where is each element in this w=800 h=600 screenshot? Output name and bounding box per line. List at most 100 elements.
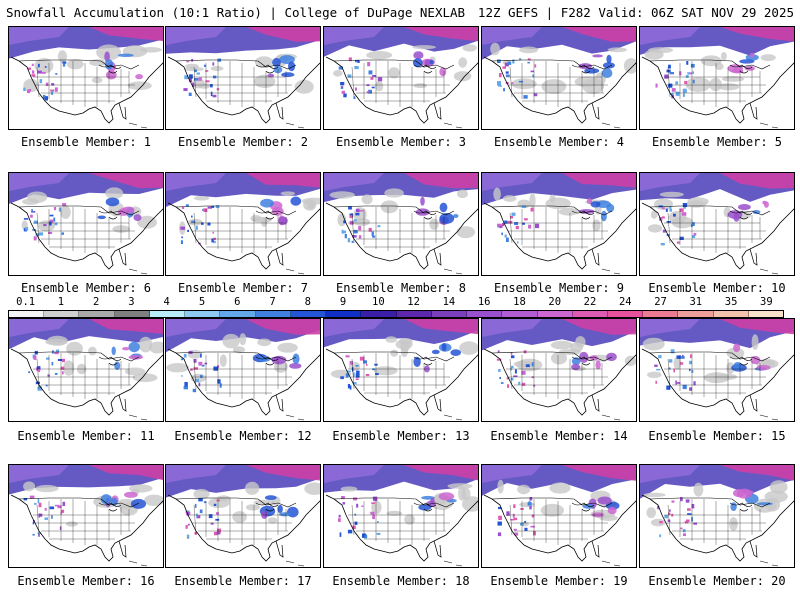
ensemble-member-label: Ensemble Member: 16 bbox=[17, 574, 155, 588]
colorbar-segment bbox=[220, 311, 256, 317]
colorbar-tick-label: 2 bbox=[93, 296, 100, 308]
colorbar-segment bbox=[79, 311, 115, 317]
colorbar-tick-label: 7 bbox=[269, 296, 276, 308]
colorbar-tick-label: 35 bbox=[724, 296, 738, 308]
colorbar-segment bbox=[185, 311, 221, 317]
map-panel bbox=[323, 464, 479, 568]
ensemble-member-label: Ensemble Member: 11 bbox=[17, 429, 155, 443]
map-panel bbox=[639, 26, 795, 130]
colorbar-tick-label: 14 bbox=[442, 296, 456, 308]
ensemble-member-label: Ensemble Member: 1 bbox=[20, 135, 152, 149]
snowfall-map bbox=[166, 319, 320, 421]
map-panel bbox=[481, 318, 637, 422]
colorbar-segment bbox=[467, 311, 503, 317]
colorbar-segment bbox=[572, 311, 608, 317]
header: Snowfall Accumulation (10:1 Ratio) | Col… bbox=[0, 0, 800, 24]
map-panel bbox=[8, 464, 164, 568]
colorbar-ticks: 0.1 1 2 3 4 5 6 7 8 9 10 12 14 16 18 20 22 24 27 31 35 39 bbox=[8, 296, 784, 310]
colorbar-segment bbox=[678, 311, 714, 317]
colorbar-segment bbox=[290, 311, 327, 317]
snowfall-map bbox=[640, 319, 794, 421]
map-panel bbox=[481, 172, 637, 276]
colorbar-tick-label: 4 bbox=[163, 296, 170, 308]
ensemble-member-label: Ensemble Member: 15 bbox=[648, 429, 786, 443]
snowfall-map bbox=[324, 173, 478, 275]
map-panel bbox=[481, 26, 637, 130]
colorbar-tick-label: 20 bbox=[548, 296, 562, 308]
map-panel bbox=[8, 172, 164, 276]
colorbar-segment bbox=[326, 311, 362, 317]
colorbar-segment bbox=[44, 311, 80, 317]
ensemble-member-label: Ensemble Member: 20 bbox=[648, 574, 786, 588]
map-panel bbox=[323, 26, 479, 130]
colorbar-segment bbox=[537, 311, 573, 317]
map-panel bbox=[8, 26, 164, 130]
snowfall-map bbox=[482, 319, 636, 421]
colorbar-tick-label: 27 bbox=[654, 296, 667, 308]
ensemble-member-label: Ensemble Member: 10 bbox=[648, 281, 786, 295]
colorbar-segment bbox=[643, 311, 679, 317]
colorbar-segment bbox=[748, 311, 784, 317]
snowfall-map bbox=[482, 27, 636, 129]
colorbar-segment bbox=[502, 311, 538, 317]
map-panel bbox=[323, 172, 479, 276]
colorbar-segment bbox=[607, 311, 644, 317]
ensemble-member-label: Ensemble Member: 19 bbox=[490, 574, 628, 588]
ensemble-member-label: Ensemble Member: 3 bbox=[335, 135, 467, 149]
colorbar bbox=[8, 310, 784, 318]
colorbar-tick-label: 1 bbox=[57, 296, 65, 308]
ensemble-member-label: Ensemble Member: 18 bbox=[332, 574, 470, 588]
colorbar-tick-label: 24 bbox=[618, 296, 632, 308]
ensemble-member-label: Ensemble Member: 6 bbox=[20, 281, 152, 295]
snowfall-map bbox=[9, 465, 163, 567]
snowfall-map bbox=[482, 173, 636, 275]
snowfall-map bbox=[640, 465, 794, 567]
ensemble-member-label: Ensemble Member: 9 bbox=[493, 281, 625, 295]
colorbar-tick-label: 18 bbox=[513, 296, 526, 308]
snowfall-map bbox=[324, 319, 478, 421]
colorbar-tick-label: 8 bbox=[304, 296, 311, 308]
ensemble-member-label: Ensemble Member: 8 bbox=[335, 281, 467, 295]
map-panel bbox=[639, 464, 795, 568]
ensemble-member-label: Ensemble Member: 14 bbox=[490, 429, 628, 443]
colorbar-tick-label: 16 bbox=[477, 296, 491, 308]
colorbar-tick-label: 0.1 bbox=[16, 296, 36, 308]
colorbar-segment bbox=[361, 311, 397, 317]
snowfall-map bbox=[166, 465, 320, 567]
map-panel bbox=[165, 172, 321, 276]
ensemble-member-label: Ensemble Member: 13 bbox=[332, 429, 470, 443]
ensemble-member-label: Ensemble Member: 4 bbox=[493, 135, 625, 149]
ensemble-member-label: Ensemble Member: 7 bbox=[177, 281, 309, 295]
snowfall-map bbox=[9, 173, 163, 275]
colorbar-segment bbox=[255, 311, 291, 317]
map-panel bbox=[323, 318, 479, 422]
map-panel bbox=[165, 26, 321, 130]
snowfall-map bbox=[166, 27, 320, 129]
title-left: Snowfall Accumulation (10:1 Ratio) | Col… bbox=[6, 5, 466, 20]
colorbar-tick-label: 10 bbox=[372, 296, 385, 308]
title-right: 12Z GEFS | F282 Valid: 06Z SAT NOV 29 20… bbox=[477, 5, 794, 20]
map-panel bbox=[165, 464, 321, 568]
colorbar-tick-label: 6 bbox=[234, 296, 241, 308]
ensemble-member-label: Ensemble Member: 5 bbox=[651, 135, 783, 149]
ensemble-member-label: Ensemble Member: 12 bbox=[174, 429, 312, 443]
colorbar-tick-label: 12 bbox=[407, 296, 420, 308]
snowfall-map bbox=[324, 465, 478, 567]
colorbar-tick-label: 22 bbox=[583, 296, 597, 308]
snowfall-map bbox=[482, 465, 636, 567]
snowfall-map bbox=[9, 27, 163, 129]
ensemble-member-label: Ensemble Member: 17 bbox=[174, 574, 312, 588]
map-panel bbox=[639, 318, 795, 422]
colorbar-segment bbox=[9, 311, 45, 317]
colorbar-tick-label: 9 bbox=[339, 296, 347, 308]
map-panel bbox=[165, 318, 321, 422]
map-panel bbox=[481, 464, 637, 568]
snowfall-map bbox=[9, 319, 163, 421]
map-panel bbox=[639, 172, 795, 276]
colorbar-tick-label: 31 bbox=[689, 296, 703, 308]
colorbar-tick-label: 5 bbox=[198, 296, 206, 308]
colorbar-segment bbox=[114, 311, 150, 317]
colorbar-segment bbox=[396, 311, 432, 317]
snowfall-map bbox=[166, 173, 320, 275]
